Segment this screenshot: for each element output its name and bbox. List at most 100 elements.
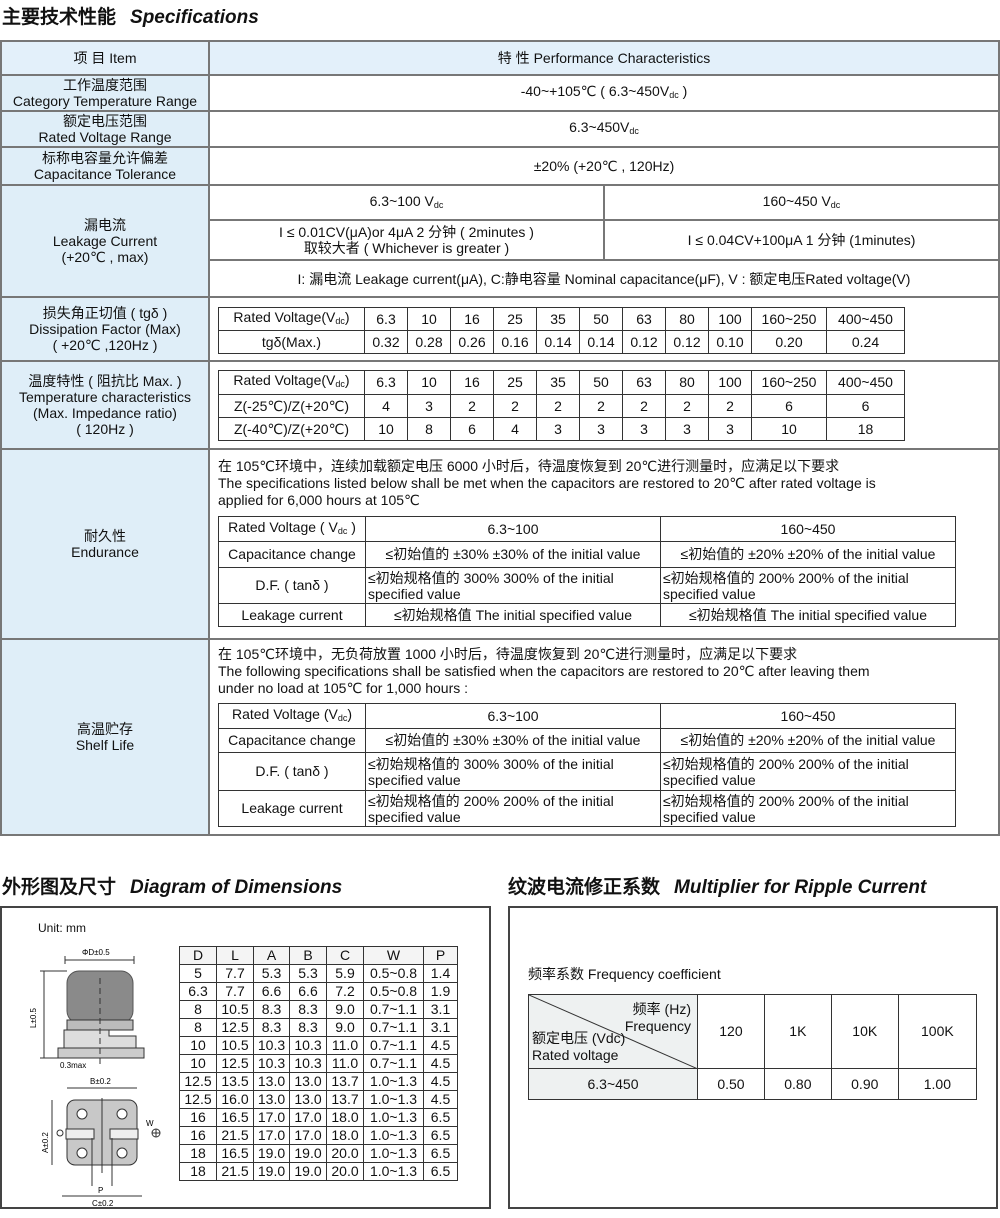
shelf-cn: 高温贮存 — [77, 721, 133, 737]
max-label: 0.3max — [60, 1061, 86, 1070]
leak-en: Leakage Current — [52, 233, 158, 249]
table-cell: ≤初始规格值的 300% 300% of the initial specifi… — [365, 567, 661, 604]
leak-low-range: 6.3~100 Vdc — [210, 186, 605, 221]
range-cell: 6.3~450 — [528, 1068, 698, 1100]
leak-label: 漏电流 Leakage Current (+20℃ , max) — [0, 184, 210, 298]
table-cell: 80 — [665, 370, 709, 395]
ripple-title-en: Multiplier for Ripple Current — [674, 877, 927, 898]
table-cell: ≤初始规格值的 300% 300% of the initial specifi… — [365, 752, 661, 791]
table-cell: Rated Voltage(Vdc) — [218, 307, 365, 331]
leak-cond: (+20℃ , max) — [61, 249, 149, 265]
table-cell: 0.7~1.1 — [363, 1018, 424, 1037]
table-cell: C — [326, 946, 364, 965]
table-cell: 4 — [493, 417, 537, 441]
table-cell: Capacitance change — [218, 541, 366, 568]
table-cell: 0.14 — [536, 330, 580, 354]
table-row: Rated Voltage ( Vdc ) 6.3~100 160~450 — [218, 516, 956, 542]
endurance-text: The specifications listed below shall be… — [218, 475, 876, 491]
table-cell: 6 — [826, 394, 905, 418]
d-label: ΦD±0.5 — [82, 948, 110, 957]
table-cell: W — [363, 946, 424, 965]
df-table: Rated Voltage(Vdc) 6.3 10 16 25 35 50 63 80 100 16… — [218, 307, 905, 354]
table-row: 6.3 7.7 6.6 6.6 7.2 0.5~0.8 1.9 — [179, 982, 458, 1001]
table-cell: ≤初始规格值的 200% 200% of the initial specifi… — [660, 752, 956, 791]
end-cn: 耐久性 — [84, 528, 126, 544]
table-cell: ≤初始值的 ±20% ±20% of the initial value — [660, 728, 956, 753]
table-cell: 50 — [579, 307, 623, 331]
table-cell: ≤初始规格值 The initial specified value — [365, 603, 661, 627]
table-cell: 7.2 — [326, 982, 364, 1001]
table-cell: 100 — [708, 307, 752, 331]
table-cell: tgδ(Max.) — [218, 330, 365, 354]
table-cell: ≤初始规格值的 200% 200% of the initial specifi… — [660, 567, 956, 604]
table-cell: 0.24 — [826, 330, 905, 354]
table-cell: 16.5 — [216, 1108, 254, 1127]
dim-title-en: Diagram of Dimensions — [130, 877, 343, 898]
a-label: A±0.2 — [41, 1132, 50, 1153]
v: I ≤ 0.01CV(μA)or 4μA 2 分钟 ( 2minutes ) — [279, 224, 534, 240]
temp-en: Category Temperature Range — [12, 93, 198, 109]
table-row: Leakage current ≤初始规格值的 200% 200% of the … — [218, 790, 956, 827]
table-cell: 1.0~1.3 — [363, 1126, 424, 1145]
table-cell: 9.0 — [326, 1018, 364, 1037]
table-cell: 8 — [407, 417, 451, 441]
capacitor-diagram: ΦD±0.5 L±0.5 0.3max B±0.2 A±0.2 W P C±0.… — [29, 948, 161, 1208]
shelf-text: 在 105℃环境中，无负荷放置 1000 小时后，待温度恢复到 20℃进行测量时… — [218, 646, 798, 662]
dim-title-cn: 外形图及尺寸 — [2, 877, 117, 898]
table-cell: 1.0~1.3 — [363, 1144, 424, 1163]
table-cell: 3 — [536, 417, 580, 441]
table-cell: 13.0 — [289, 1072, 327, 1091]
volt-value: 6.3~450Vdc — [208, 110, 1000, 148]
table-row: Rated Voltage (Vdc) 6.3~100 160~450 — [218, 703, 956, 729]
table-cell: 10 — [407, 370, 451, 395]
header-item: 项 目 Item — [0, 40, 210, 76]
table-cell: 3 — [708, 417, 752, 441]
table-cell: 16 — [450, 307, 494, 331]
v: -40~+105℃ ( 6.3~450V — [520, 83, 670, 99]
shelf-table: Rated Voltage (Vdc) 6.3~100 160~450 Capacit… — [218, 703, 956, 827]
table-row: 10 10.5 10.3 10.3 11.0 0.7~1.1 4.5 — [179, 1036, 458, 1055]
table-cell: 9.0 — [326, 1000, 364, 1019]
table-cell: 12.5 — [179, 1072, 217, 1091]
sub: dc — [830, 199, 841, 210]
table-cell: ≤初始值的 ±30% ±30% of the initial value — [365, 541, 661, 568]
temp-cn: 工作温度范围 — [63, 77, 147, 93]
ripple-title-cn: 纹波电流修正系数 — [508, 877, 661, 898]
table-cell: 6.6 — [253, 982, 290, 1001]
table-cell: 3 — [665, 417, 709, 441]
c-label: C±0.2 — [92, 1199, 114, 1208]
freq-en: Frequency — [624, 1018, 691, 1034]
table-row: Leakage current ≤初始规格值 The initial specif… — [218, 603, 956, 627]
endurance-table: Rated Voltage ( Vdc ) 6.3~100 160~450 Capac… — [218, 516, 956, 627]
df-cond: ( +20℃ ,120Hz ) — [52, 337, 158, 353]
ripple-box: 频率系数 Frequency coefficient — [508, 906, 998, 1209]
table-cell: 10 — [407, 307, 451, 331]
volt-en: Rated voltage — [532, 1047, 619, 1063]
freq-cell: 120 — [697, 994, 765, 1069]
table-cell: 6.5 — [423, 1144, 458, 1163]
table-cell: 50 — [579, 370, 623, 395]
table-cell: 80 — [665, 307, 709, 331]
table-cell: 1.0~1.3 — [363, 1162, 424, 1181]
df-en: Dissipation Factor (Max) — [29, 321, 181, 337]
table-cell: Z(-40℃)/Z(+20℃) — [218, 417, 365, 441]
spec-title-cn: 主要技术性能 — [2, 7, 117, 28]
table-cell: 19.0 — [289, 1162, 327, 1181]
table-cell: 0.10 — [708, 330, 752, 354]
leak-high-value: I ≤ 0.04CV+100μA 1 分钟 (1minutes) — [604, 220, 998, 261]
shelf-text: under no load at 105℃ for 1,000 hours : — [218, 680, 469, 696]
table-cell: 400~450 — [826, 307, 905, 331]
v: 6.3~450V — [569, 119, 630, 135]
ripple-title: 纹波电流修正系数 Multiplier for Ripple Current — [508, 872, 926, 899]
table-cell: 35 — [536, 307, 580, 331]
l-label: L±0.5 — [29, 1007, 38, 1028]
table-cell: 8.3 — [253, 1000, 290, 1019]
dimensions-box: Unit: mm ΦD±0.5 L±0.5 0.3max B±0.2 A±0.2… — [0, 906, 491, 1209]
endurance-text: 在 105℃环境中，连续加载额定电压 6000 小时后，待温度恢复到 20℃进行… — [218, 458, 840, 474]
table-cell: 2 — [622, 394, 666, 418]
sub: dc — [433, 199, 444, 210]
leak-subtable: 6.3~100 Vdc 160~450 Vdc I ≤ 0.01CV(μA)or … — [210, 186, 998, 296]
freq-cell: 100K — [897, 994, 978, 1069]
volt-label: 额定电压范围 Rated Voltage Range — [0, 110, 210, 148]
end-label: 耐久性 Endurance — [0, 448, 210, 640]
